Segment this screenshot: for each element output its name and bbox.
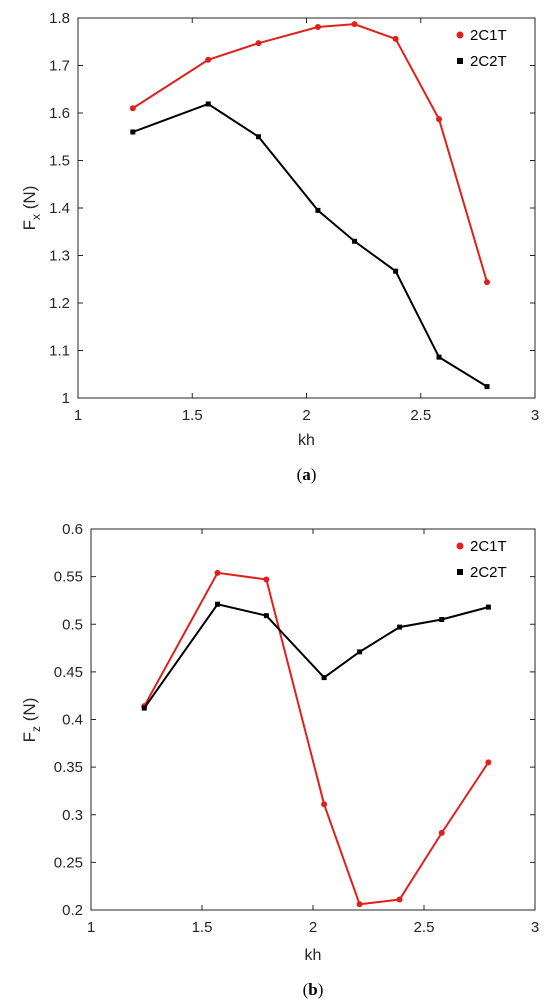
y-tick-label: 0.2 (62, 902, 83, 919)
y-tick-label: 1 (62, 390, 70, 407)
legend-label-2C2T: 2C2T (470, 564, 507, 581)
data-point-2C2T (263, 613, 269, 619)
y-tick-label: 1.5 (49, 153, 70, 170)
y-tick-label: 0.6 (62, 521, 83, 538)
data-point-2C1T (485, 759, 492, 766)
x-axis-label: kh (298, 432, 315, 449)
series-line-2C2T (132, 102, 488, 388)
y-tick-label: 1.6 (49, 105, 70, 122)
data-point-2C1T (484, 279, 491, 286)
y-axis-label: Fx (N) (20, 186, 43, 231)
data-point-2C2T (397, 624, 403, 630)
data-point-2C2T (485, 604, 491, 610)
figure-caption: (b) (303, 980, 324, 999)
data-point-2C2T (321, 675, 327, 681)
y-tick-label: 1.8 (49, 10, 70, 27)
x-tick-label: 1.5 (182, 407, 203, 424)
x-tick-label: 2 (309, 919, 317, 936)
series-line-2C2T (143, 603, 489, 709)
legend-marker-2C1T (456, 542, 464, 550)
legend-label-2C1T: 2C1T (470, 538, 507, 555)
plot-area (90, 528, 536, 911)
x-tick-label: 1.5 (192, 919, 213, 936)
data-point-2C1T (129, 105, 136, 112)
y-tick-label: 0.5 (62, 616, 83, 633)
x-tick-label: 2.5 (414, 919, 435, 936)
y-tick-label: 0.3 (62, 807, 83, 824)
data-point-2C1T (263, 576, 270, 583)
x-axis-label: kh (305, 947, 322, 964)
legend-label-2C1T: 2C1T (470, 27, 507, 44)
data-point-2C1T (314, 24, 321, 31)
y-tick-label: 0.45 (54, 664, 83, 681)
y-tick-label: 1.1 (49, 343, 70, 360)
data-point-2C1T (356, 901, 363, 908)
y-tick-label: 1.4 (49, 200, 70, 217)
y-axis-label: Fz (N) (20, 698, 43, 743)
legend-marker-2C2T (457, 58, 463, 64)
series-line-2C1T (132, 23, 488, 283)
data-point-2C2T (393, 268, 399, 274)
legend-marker-2C1T (456, 31, 464, 39)
data-point-2C1T (214, 569, 221, 576)
data-point-2C2T (484, 384, 490, 390)
data-point-2C2T (315, 207, 321, 213)
data-point-2C1T (436, 116, 443, 123)
y-tick-label: 1.2 (49, 295, 70, 312)
data-point-2C2T (215, 601, 221, 607)
data-point-2C1T (396, 896, 403, 903)
chart-b: 1 1.5 2 2.5 3 0.2 0.25 0.3 0.35 0.4 0.45 0.5 0.55 0.6… (20, 521, 539, 999)
y-tick-label: 1.3 (49, 248, 70, 265)
y-tick-label: 0.25 (54, 854, 83, 871)
x-tick-label: 1 (87, 919, 95, 936)
y-tick-label: 0.4 (62, 712, 83, 729)
data-point-2C1T (321, 801, 328, 808)
x-tick-label: 3 (531, 919, 539, 936)
data-point-2C1T (392, 35, 399, 42)
chart-a: 1 1.5 2 2.5 3 1 1.1 1.2 1.3 1.4 1.5 1.6 1.7 1.8 kh Fx (… (20, 10, 539, 484)
data-point-2C1T (351, 21, 358, 28)
plot-area (77, 17, 536, 399)
data-point-2C2T (205, 101, 211, 107)
data-point-2C1T (205, 56, 212, 63)
x-tick-label: 2 (302, 407, 310, 424)
data-point-2C2T (436, 354, 442, 360)
data-point-2C1T (255, 40, 262, 47)
x-tick-label: 2.5 (410, 407, 431, 424)
data-point-2C2T (130, 129, 136, 135)
y-tick-label: 1.7 (49, 58, 70, 75)
x-tick-label: 3 (531, 407, 539, 424)
data-point-2C2T (351, 238, 357, 244)
y-tick-label: 0.35 (54, 759, 83, 776)
data-point-2C2T (439, 616, 445, 622)
series-line-2C1T (143, 571, 490, 906)
legend-label-2C2T: 2C2T (470, 53, 507, 70)
x-tick-label: 1 (74, 407, 82, 424)
figure-caption: (a) (297, 465, 317, 484)
y-tick-label: 0.55 (54, 569, 83, 586)
data-point-2C2T (141, 705, 147, 711)
legend-marker-2C2T (457, 569, 463, 575)
data-point-2C1T (438, 829, 445, 836)
data-point-2C2T (357, 649, 363, 655)
data-point-2C2T (256, 134, 262, 140)
